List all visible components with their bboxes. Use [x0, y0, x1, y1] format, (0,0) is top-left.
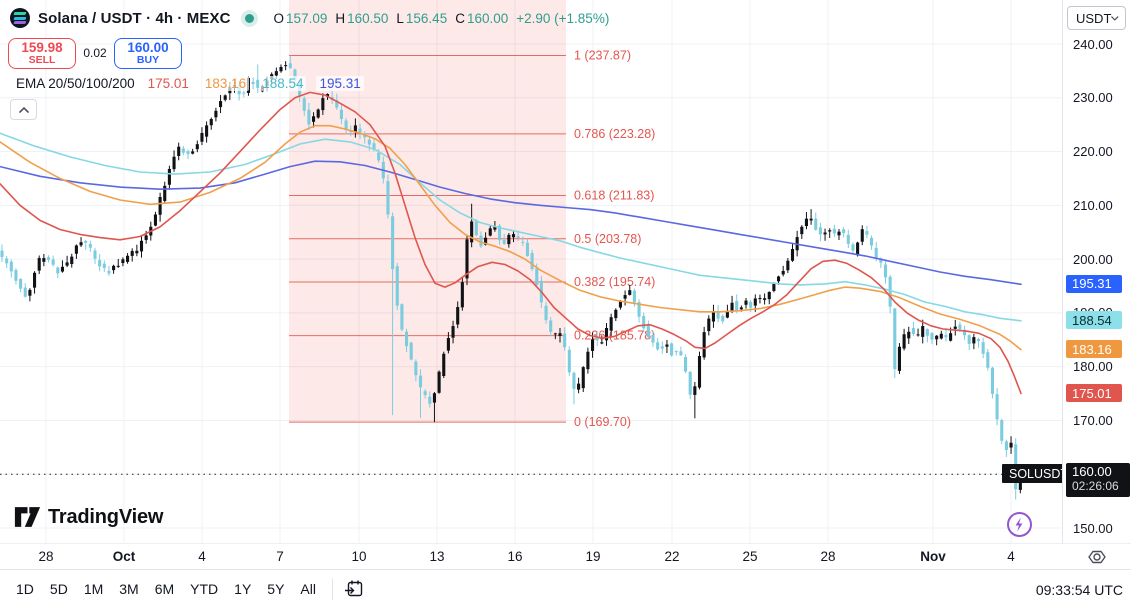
fib-level-label: 0 (169.70): [574, 415, 631, 429]
price-change: +2.90 (+1.85%): [516, 10, 610, 26]
price-tick: 170.00: [1073, 412, 1113, 428]
axis-settings-gear-icon[interactable]: [1087, 547, 1107, 567]
range-button-ytd[interactable]: YTD: [190, 581, 219, 597]
fib-level-label: 0.5 (203.78): [574, 232, 641, 246]
range-button-3m[interactable]: 3M: [119, 581, 139, 597]
session-clock[interactable]: 09:33:54 UTC: [1035, 581, 1123, 598]
price-tick: 210.00: [1073, 197, 1113, 213]
chevron-down-icon: [1111, 15, 1119, 21]
price-tick: 220.00: [1073, 144, 1113, 160]
toolbar-divider: [331, 578, 333, 600]
ohlc-key: L: [396, 10, 404, 26]
time-tick: 4: [198, 549, 206, 564]
buy-label: BUY: [136, 54, 160, 67]
ohlc-value: 157.09: [286, 10, 328, 26]
collapse-legend-button[interactable]: [10, 99, 37, 120]
range-button-1d[interactable]: 1D: [16, 581, 34, 597]
time-tick: 7: [276, 549, 284, 564]
ema-legend-title: EMA 20/50/100/200: [16, 76, 135, 91]
time-tick: 16: [507, 549, 523, 564]
boost-lightning-icon[interactable]: [1006, 511, 1033, 538]
fib-level-label: 0.382 (195.74): [574, 275, 655, 289]
date-range-buttons: 1D 5D 1M 3M 6M YTD 1Y 5Y All: [8, 577, 324, 601]
ema-20-axis-tag: 175.01: [1066, 384, 1122, 403]
time-tick: Nov: [920, 549, 946, 564]
ohlc-value: 160.00: [466, 10, 509, 26]
buy-price: 160.00: [127, 39, 169, 55]
ohlc-value: 156.45: [405, 10, 448, 26]
candlestick-chart[interactable]: 1 (237.87) 0.786 (223.28) 0.618 (211.83) 0.…: [0, 0, 1062, 543]
price-tick: 150.00: [1073, 520, 1113, 536]
sell-label: SELL: [28, 54, 56, 67]
ohlc-values: O 157.09 H 160.50 L 156.45 C 160.00 +2.90 (+1.85…: [266, 11, 610, 26]
time-tick: 19: [585, 549, 601, 564]
price-tick: 180.00: [1073, 359, 1113, 375]
ema-50-axis-tag: 183.16: [1066, 340, 1122, 359]
time-tick: 4: [1007, 549, 1015, 564]
range-button-1m[interactable]: 1M: [83, 581, 104, 597]
range-button-5y[interactable]: 5Y: [267, 581, 285, 597]
calendar-arrow-icon: [344, 580, 363, 597]
range-button-5d[interactable]: 5D: [49, 581, 68, 597]
symbol-title[interactable]: Solana / USDT · 4h · MEXC: [38, 9, 231, 27]
fib-level-label: 1 (237.87): [574, 48, 631, 62]
ema-200-axis-tag: 195.31: [1066, 274, 1122, 293]
tradingview-watermark[interactable]: TradingView: [14, 505, 163, 529]
solana-logo-icon: [10, 8, 30, 28]
symbol-price-tag: SOLUSDT: [1002, 464, 1076, 483]
ema-values: 175.01 183.16 188.54 195.31: [144, 76, 374, 91]
bottom-toolbar: 1D 5D 1M 3M 6M YTD 1Y 5Y All 09:33:54 UTC: [0, 569, 1131, 608]
price-tick: 200.00: [1073, 251, 1113, 267]
time-tick: 28: [820, 549, 836, 564]
range-button-all[interactable]: All: [300, 581, 316, 597]
time-tick: 10: [351, 549, 367, 564]
tradingview-logo-icon: [14, 507, 41, 527]
bar-countdown: 02:26:06: [1072, 478, 1119, 493]
chart-legend-header: Solana / USDT · 4h · MEXC O 157.09 H 160.50…: [10, 7, 609, 29]
currency-label: USDT: [1076, 10, 1112, 26]
last-price: 160.00: [1072, 464, 1112, 479]
price-tick: 240.00: [1073, 36, 1113, 52]
time-tick: 28: [38, 549, 54, 564]
price-tick: 230.00: [1073, 90, 1113, 106]
ohlc-key: O: [273, 10, 285, 26]
ema-100-value: 188.54: [259, 76, 307, 91]
buy-button[interactable]: 160.00 BUY: [114, 38, 182, 69]
fib-level-label: 0.786 (223.28): [574, 127, 655, 141]
ohlc-key: H: [335, 10, 346, 26]
ohlc-value: 160.50: [347, 10, 389, 26]
time-tick: 22: [664, 549, 680, 564]
last-price-countdown-tag: 160.00 02:26:06: [1066, 463, 1130, 497]
go-to-date-button[interactable]: [341, 576, 367, 602]
currency-selector-button[interactable]: USDT: [1067, 6, 1126, 30]
time-tick: 25: [742, 549, 758, 564]
ema-100-axis-tag: 188.54: [1066, 311, 1122, 330]
range-button-1y[interactable]: 1Y: [234, 581, 252, 597]
time-tick: 13: [429, 549, 445, 564]
spread-value: 0.02: [78, 46, 112, 60]
time-axis[interactable]: 28 Oct 4 7 10 13 16 19 22 25 28 Nov 4: [0, 543, 1131, 569]
price-axis[interactable]: USDT 240.00230.00220.00210.00200.00190.0…: [1062, 0, 1131, 543]
tradingview-logo-text: TradingView: [48, 505, 164, 528]
sell-price: 159.98: [21, 39, 63, 55]
market-status-icon[interactable]: [244, 13, 254, 23]
ema-indicator-legend[interactable]: EMA 20/50/100/200 175.01 183.16 188.54 195.…: [16, 76, 374, 91]
chevron-up-icon: [18, 106, 29, 113]
range-button-6m[interactable]: 6M: [154, 581, 175, 597]
ema-20-value: 175.01: [144, 76, 192, 91]
ema-200-value: 195.31: [316, 76, 364, 91]
time-tick: Oct: [112, 549, 136, 564]
sell-button[interactable]: 159.98 SELL: [8, 38, 76, 69]
ohlc-key: C: [455, 10, 465, 26]
fib-level-label: 0.618 (211.83): [574, 188, 654, 202]
ema-50-value: 183.16: [201, 76, 250, 91]
